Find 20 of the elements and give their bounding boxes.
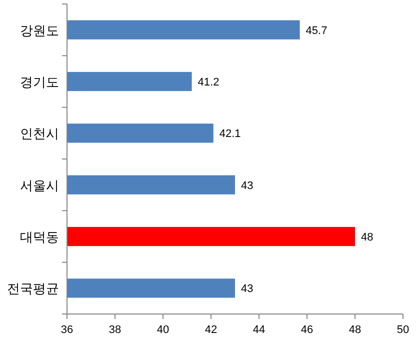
data-label: 48 — [361, 232, 374, 244]
data-label: 42.1 — [219, 128, 241, 140]
y-tick-label: 강원도 — [20, 22, 59, 38]
x-tick-label: 44 — [252, 324, 266, 336]
x-tick-label: 46 — [300, 324, 314, 336]
x-tick-label: 42 — [204, 324, 218, 336]
data-label: 41.2 — [198, 76, 220, 88]
data-label: 45.7 — [306, 24, 328, 37]
x-tick-label: 36 — [60, 324, 74, 336]
y-tick-label: 대덕동 — [20, 230, 59, 244]
x-tick-label: 48 — [348, 324, 362, 336]
data-label: 43 — [241, 283, 254, 296]
y-tick-label: 전국평균 — [7, 281, 59, 296]
data-label: 43 — [241, 180, 254, 192]
y-tick-label: 서울시 — [20, 178, 59, 193]
y-tick-label: 인천시 — [20, 126, 59, 142]
x-tick-label: 38 — [108, 324, 122, 336]
x-tick-label: 40 — [156, 324, 170, 336]
y-tick-label: 경기도 — [20, 74, 59, 90]
x-tick-label: 50 — [396, 324, 410, 336]
